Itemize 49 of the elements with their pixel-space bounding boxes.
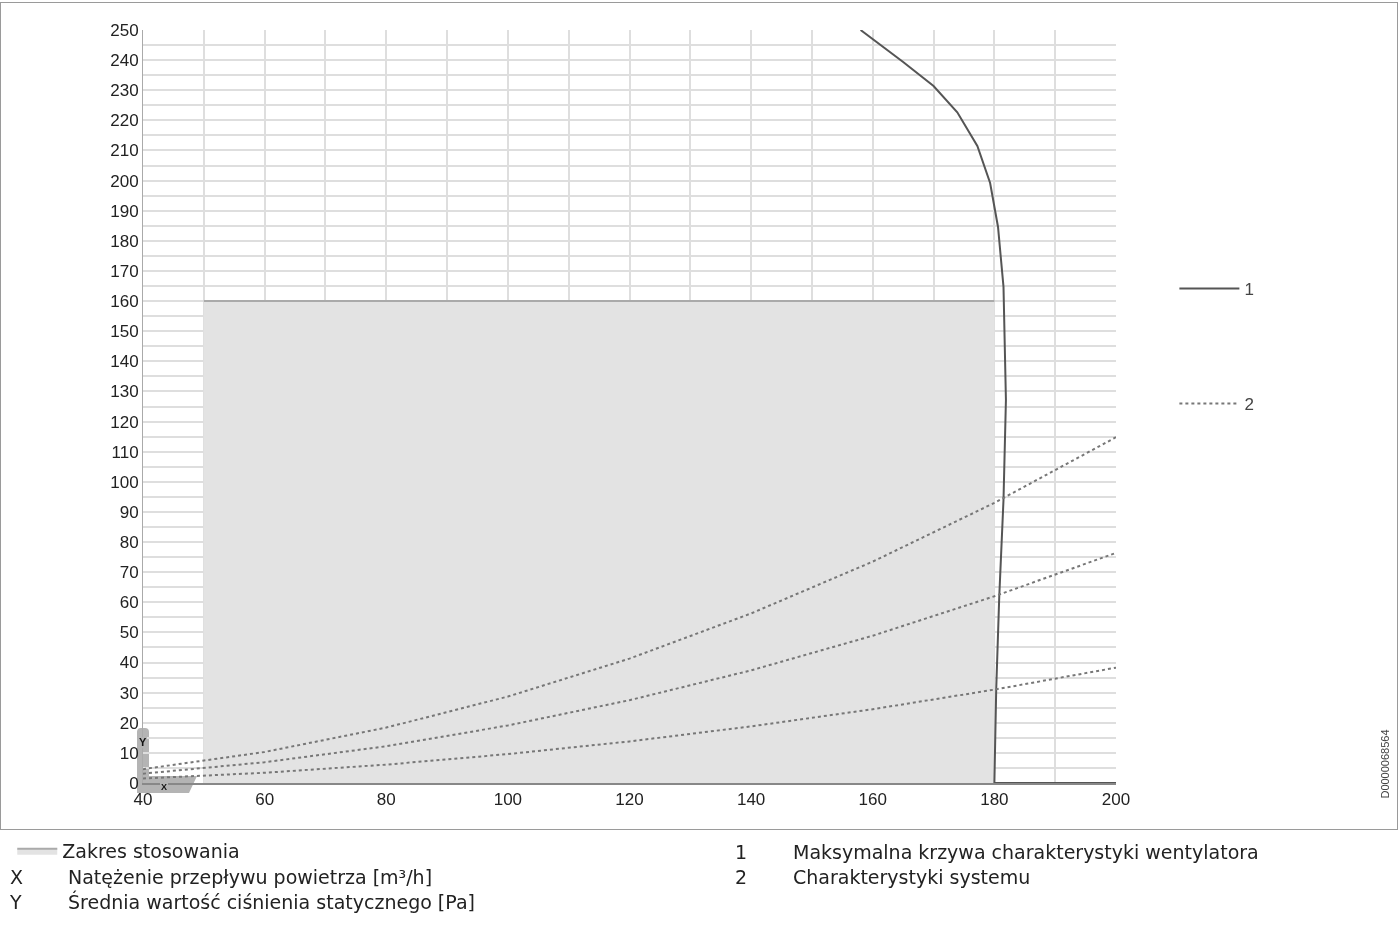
y-tick-label: 240 [110,51,139,71]
text: Y [10,891,22,913]
y-tick-label: 200 [110,171,139,191]
y-tick-label: 90 [119,502,139,522]
x-tick-label: 120 [615,790,644,810]
x-axis-title: Natężenie przepływu powietrza [m³/h] [68,865,433,890]
text: 1 [735,840,749,865]
y-tick-label: 80 [119,532,139,552]
y-tick-label: 250 [110,20,139,40]
y-tick-label: 110 [111,442,139,462]
annotation: Y [138,736,148,748]
y-tick-label: 70 [119,563,139,583]
y-tick-label: 100 [110,472,139,492]
y-tick-label: 190 [110,201,139,221]
y-axis-title: Średnia wartość ciśnienia statycznego [Pa] [68,890,475,915]
y-tick-label: 210 [110,141,139,161]
x-tick-label: 100 [493,790,523,810]
x-tick-label: 160 [858,790,887,810]
y-tick-label: 30 [119,683,139,703]
line-series [859,30,1116,783]
x-tick-label: 60 [255,790,275,810]
y-tick-label: 140 [110,352,139,372]
x-tick-label: 80 [376,790,396,810]
y-tick-label: 40 [119,653,139,673]
y-tick-label: 120 [110,412,139,432]
legend-label: Zakres stosowania [62,840,240,863]
annotation: X [160,782,169,792]
text: 2 [735,865,749,890]
y-tick-label: 20 [119,713,139,733]
text: Maksymalna krzywa charakterystyki wentylatora [793,840,1259,865]
y-tick-label: 130 [110,382,139,402]
x-tick-label: 40 [133,790,153,810]
y-tick-label: 60 [119,593,139,613]
x-tick-label: 180 [980,790,1009,810]
text: D0000068564 [1379,729,1391,799]
x-tick-label: 140 [736,790,766,810]
legend-label: 1 [1244,280,1254,300]
y-tick-label: 160 [110,292,139,312]
legend-label: 2 [1244,395,1254,415]
text: X [10,866,24,888]
x-tick-label: 200 [1101,790,1131,810]
y-tick-label: 230 [110,81,139,101]
y-tick-label: 180 [110,231,139,251]
text: Charakterystyki systemu [793,865,1031,890]
y-tick-label: 150 [110,322,139,342]
y-tick-label: 10 [119,743,139,763]
y-tick-label: 220 [110,111,139,131]
y-tick-label: 50 [119,623,139,643]
y-tick-label: 170 [110,261,139,281]
